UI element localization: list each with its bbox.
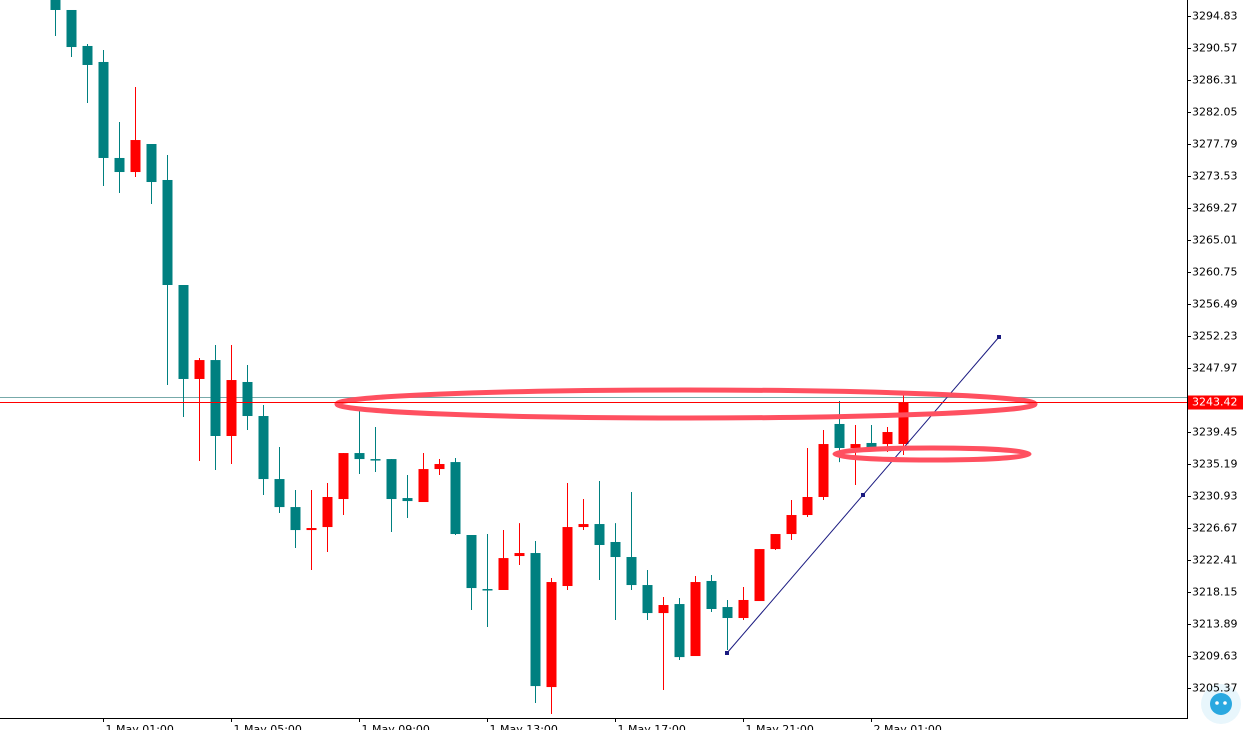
y-tick-label: 3252.23 <box>1192 330 1238 343</box>
candle-body <box>418 469 429 503</box>
y-tick-label: 3247.97 <box>1192 362 1238 375</box>
candle-body <box>850 444 861 449</box>
candle-body <box>434 464 445 470</box>
candle-body <box>50 0 61 10</box>
candle-body <box>258 416 269 480</box>
candle-body <box>546 582 557 688</box>
candle-body <box>98 61 109 158</box>
y-tick-label: 3226.67 <box>1192 522 1238 535</box>
trend-anchor <box>725 651 729 655</box>
y-tick-label: 3265.01 <box>1192 234 1238 247</box>
candle-body <box>482 589 493 591</box>
y-tick-label: 3294.83 <box>1192 10 1238 23</box>
candle-body <box>642 585 653 614</box>
y-tick-label: 3286.31 <box>1192 74 1238 87</box>
x-tick-label: 1 May 21:00 <box>746 723 814 730</box>
y-tick-label: 3256.49 <box>1192 298 1238 311</box>
y-tick-label: 3222.41 <box>1192 554 1238 567</box>
y-tick-label: 3239.45 <box>1192 426 1238 439</box>
y-tick-label: 3282.05 <box>1192 106 1238 119</box>
candle-body <box>306 528 317 531</box>
y-tick-label: 3277.79 <box>1192 138 1238 151</box>
y-tick-label: 3213.89 <box>1192 618 1238 631</box>
candle-body <box>242 381 253 417</box>
candle-body <box>866 442 877 448</box>
y-tick-label: 3205.37 <box>1192 682 1238 695</box>
y-tick-label: 3290.57 <box>1192 42 1238 55</box>
chat-button[interactable] <box>1201 684 1241 724</box>
candle-body <box>690 582 701 657</box>
candle-body <box>290 507 301 531</box>
candle-body <box>594 524 605 545</box>
candle-body <box>338 453 349 500</box>
x-tick-label: 1 May 13:00 <box>490 723 558 730</box>
candle-body <box>530 553 541 687</box>
candle-body <box>210 360 221 436</box>
candle-body <box>66 9 77 48</box>
candle-body <box>898 402 909 445</box>
highlight-ellipse <box>334 387 1038 421</box>
highlight-ellipse <box>832 445 1032 463</box>
candle-body <box>114 157 125 173</box>
candle-body <box>706 580 717 610</box>
x-tick-label: 1 May 05:00 <box>234 723 302 730</box>
x-tick-label: 1 May 01:00 <box>106 723 174 730</box>
y-tick-label: 3235.19 <box>1192 458 1238 471</box>
candle-body <box>194 360 205 379</box>
candle-body <box>834 423 845 449</box>
y-tick-label: 3273.53 <box>1192 170 1238 183</box>
candle-body <box>882 432 893 445</box>
candle-body <box>450 462 461 535</box>
x-tick-label: 1 May 17:00 <box>618 723 686 730</box>
candle-body <box>402 498 413 502</box>
candle-body <box>146 144 157 183</box>
candle-body <box>354 453 365 460</box>
y-tick-label: 3260.75 <box>1192 266 1238 279</box>
candle-body <box>370 459 381 461</box>
current-price-box <box>1188 395 1243 410</box>
candle-body <box>738 599 749 619</box>
candle-body <box>466 535 477 589</box>
current-price-label: 3243.42 <box>1192 396 1238 409</box>
chat-eye <box>1223 701 1227 705</box>
candle-body <box>578 524 589 528</box>
candle-body <box>498 558 509 590</box>
candle-body <box>178 285 189 379</box>
candle-body <box>802 496 813 516</box>
candle-body <box>386 459 397 500</box>
candle-body <box>514 553 525 557</box>
y-tick-label: 3269.27 <box>1192 202 1238 215</box>
candle-body <box>674 604 685 658</box>
candle-body <box>562 527 573 587</box>
chat-icon[interactable] <box>1210 693 1232 715</box>
candle-body <box>722 607 733 619</box>
chat-eye <box>1215 701 1219 705</box>
candle-body <box>818 444 829 497</box>
trend-anchor <box>861 493 865 497</box>
candle-body <box>786 515 797 535</box>
y-tick-label: 3230.93 <box>1192 490 1238 503</box>
candle-body <box>162 179 173 286</box>
candle-body <box>626 557 637 586</box>
y-tick-label: 3209.63 <box>1192 650 1238 663</box>
x-tick-label: 1 May 09:00 <box>362 723 430 730</box>
trend-anchor <box>997 335 1001 339</box>
plot <box>50 0 909 715</box>
candle-body <box>610 541 621 558</box>
candle-body <box>770 534 781 550</box>
candle-body <box>130 140 141 173</box>
candle-body <box>754 549 765 602</box>
x-tick-label: 2 May 01:00 <box>874 723 942 730</box>
y-tick-label: 3218.15 <box>1192 586 1238 599</box>
candle-body <box>226 380 237 436</box>
candle-body <box>658 605 669 614</box>
candle-body <box>82 45 93 65</box>
candle-body <box>274 479 285 508</box>
candle-body <box>322 496 333 528</box>
